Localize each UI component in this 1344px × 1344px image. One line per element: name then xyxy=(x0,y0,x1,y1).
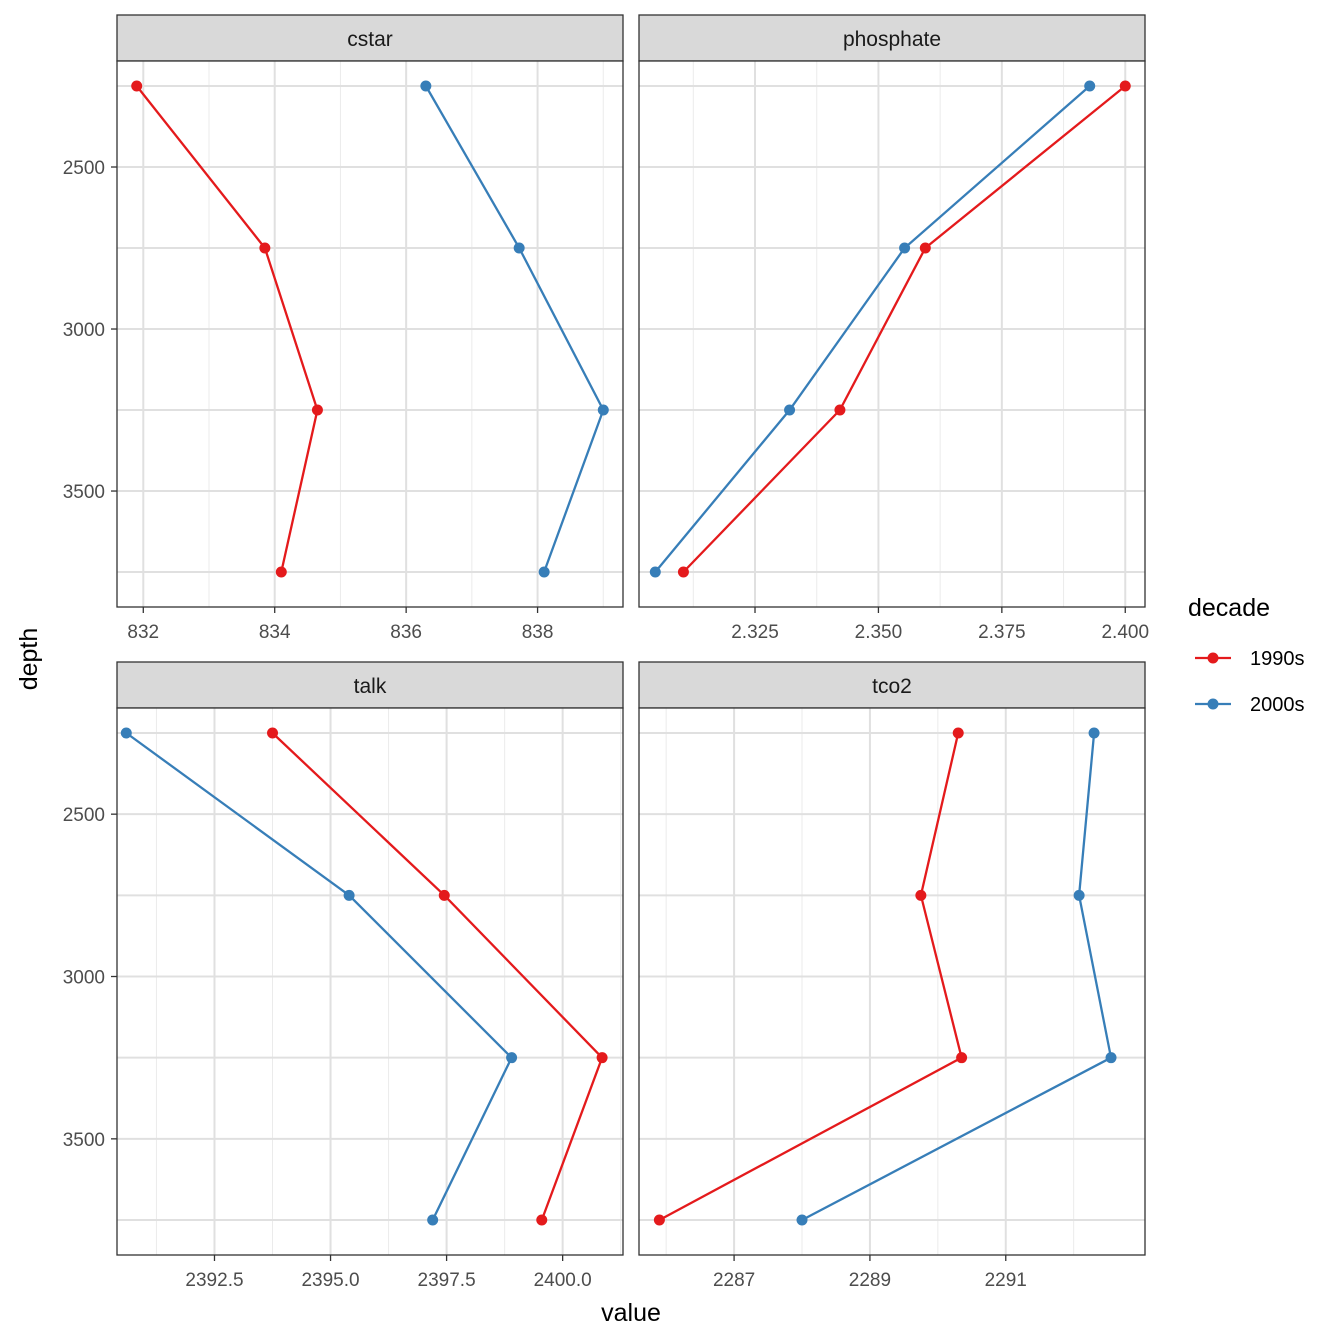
series-line-1990s xyxy=(271,732,604,1221)
legend-item-1990s: 1990s xyxy=(1195,648,1305,670)
legend-key-point xyxy=(1207,652,1219,664)
data-point-2000s xyxy=(597,404,609,416)
x-tick-label: 2287 xyxy=(713,1270,755,1291)
series-line-2000s xyxy=(654,85,1091,573)
series-line-1990s xyxy=(682,85,1127,573)
y-tick-label: 3500 xyxy=(63,1130,105,1151)
data-point-2000s xyxy=(506,1052,518,1064)
data-point-1990s xyxy=(438,889,450,901)
panel-border xyxy=(116,60,624,608)
facet-title: talk xyxy=(354,675,387,698)
panel-border xyxy=(116,707,624,1256)
legend-key-point xyxy=(1207,698,1219,710)
x-tick-label: 2289 xyxy=(849,1270,891,1291)
data-point-1990s xyxy=(653,1214,665,1226)
panel-background xyxy=(117,61,623,607)
x-tick-label: 2291 xyxy=(985,1270,1027,1291)
y-tick-label: 2500 xyxy=(63,158,105,179)
panel-border xyxy=(638,707,1146,1256)
data-point-1990s xyxy=(919,242,931,254)
data-point-1990s xyxy=(536,1214,548,1226)
data-point-2000s xyxy=(796,1214,808,1226)
y-tick-label: 3000 xyxy=(63,320,105,341)
data-point-2000s xyxy=(899,242,911,254)
data-point-1990s xyxy=(1119,80,1131,92)
legend-label: 1990s xyxy=(1250,648,1305,670)
data-point-2000s xyxy=(120,727,132,739)
x-tick-label: 2400.0 xyxy=(534,1270,592,1291)
legend: decade 1990s 2000s xyxy=(1188,594,1305,716)
data-point-1990s xyxy=(834,404,846,416)
panel-background xyxy=(117,708,623,1255)
series-line-2000s xyxy=(424,85,605,573)
facet-title: tco2 xyxy=(872,675,912,698)
data-point-2000s xyxy=(538,566,550,578)
y-axis-title: depth xyxy=(15,628,43,691)
legend-items: 1990s 2000s xyxy=(1195,648,1305,716)
data-point-2000s xyxy=(1073,889,1085,901)
data-point-2000s xyxy=(784,404,796,416)
facet-strip xyxy=(116,14,624,62)
x-tick-label: 2.350 xyxy=(855,622,903,643)
facet-title: cstar xyxy=(347,28,393,51)
data-point-2000s xyxy=(513,242,525,254)
panels-layer: cstar 832 834 836 838 2500 3000 3500 phosphate 2.… xyxy=(63,14,1149,1291)
data-point-2000s xyxy=(1088,727,1100,739)
panel-phosphate: phosphate 2.325 2.350 2.375 2.400 xyxy=(638,14,1149,643)
y-tick-label: 3000 xyxy=(63,968,105,989)
data-point-1990s xyxy=(596,1052,608,1064)
x-tick-label: 2392.5 xyxy=(185,1270,243,1291)
x-tick-label: 832 xyxy=(127,622,159,643)
x-tick-label: 2.400 xyxy=(1101,622,1149,643)
x-tick-label: 834 xyxy=(259,622,291,643)
panel-cstar: cstar 832 834 836 838 2500 3000 3500 xyxy=(63,14,624,643)
x-tick-label: 2395.0 xyxy=(301,1270,359,1291)
data-point-1990s xyxy=(267,727,279,739)
x-tick-label: 838 xyxy=(522,622,554,643)
data-point-2000s xyxy=(343,889,355,901)
data-point-1990s xyxy=(311,404,323,416)
facet-title: phosphate xyxy=(843,28,941,51)
data-point-1990s xyxy=(915,889,927,901)
legend-item-2000s: 2000s xyxy=(1195,694,1305,716)
series-line-1990s xyxy=(135,85,319,573)
data-point-1990s xyxy=(259,242,271,254)
data-point-1990s xyxy=(677,566,689,578)
legend-title: decade xyxy=(1188,594,1270,622)
data-point-2000s xyxy=(649,566,661,578)
data-point-1990s xyxy=(956,1052,968,1064)
y-tick-label: 2500 xyxy=(63,805,105,826)
data-point-2000s xyxy=(1105,1052,1117,1064)
x-axis-title: value xyxy=(601,1299,661,1327)
panel-background xyxy=(639,61,1145,607)
series-line-1990s xyxy=(658,732,963,1222)
y-tick-label: 3500 xyxy=(63,482,105,503)
panel-background xyxy=(639,708,1145,1255)
x-tick-label: 2.325 xyxy=(731,622,779,643)
x-tick-label: 2.375 xyxy=(978,622,1026,643)
panel-tco2: tco2 2287 2289 2291 xyxy=(638,661,1146,1291)
data-point-1990s xyxy=(131,80,143,92)
facet-strip xyxy=(116,661,624,709)
data-point-2000s xyxy=(420,80,432,92)
series-line-2000s xyxy=(801,732,1113,1222)
data-point-2000s xyxy=(1084,80,1096,92)
panel-border xyxy=(638,60,1146,608)
x-tick-label: 2397.5 xyxy=(418,1270,476,1291)
x-tick-label: 836 xyxy=(390,622,422,643)
data-point-2000s xyxy=(427,1214,439,1226)
data-point-1990s xyxy=(952,727,964,739)
legend-label: 2000s xyxy=(1250,694,1305,716)
series-line-2000s xyxy=(125,732,513,1221)
data-point-1990s xyxy=(275,566,287,578)
panel-talk: talk 2392.5 2395.0 2397.5 2400.0 2500 3000 3500 xyxy=(63,661,624,1291)
